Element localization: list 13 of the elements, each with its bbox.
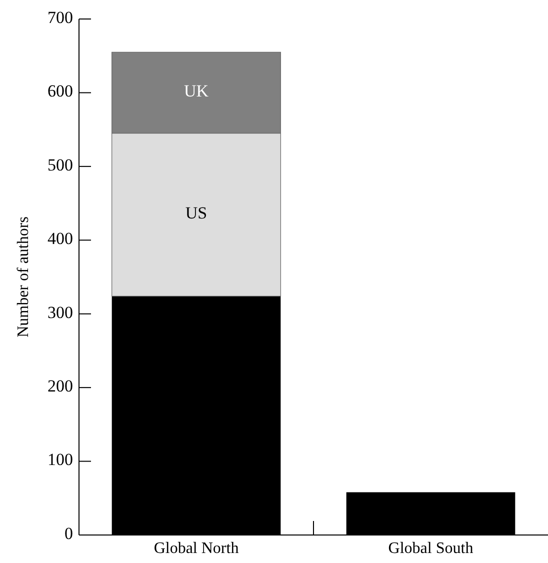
y-tick-label: 100: [48, 450, 73, 470]
x-tick-label: Global North: [154, 540, 239, 557]
y-tick-label: 500: [48, 155, 73, 174]
y-tick-label: 0: [64, 524, 73, 543]
y-axis-title: Number of authors: [15, 216, 32, 338]
y-tick-label: 200: [48, 376, 73, 396]
series-label: UK: [184, 82, 210, 101]
y-tick-label: 700: [48, 8, 73, 27]
y-tick-label: 400: [48, 229, 73, 248]
x-tick-label: Global South: [388, 540, 474, 557]
y-tick-label: 300: [48, 302, 73, 322]
series-label: US: [185, 204, 208, 223]
y-tick-label: 600: [48, 82, 73, 101]
